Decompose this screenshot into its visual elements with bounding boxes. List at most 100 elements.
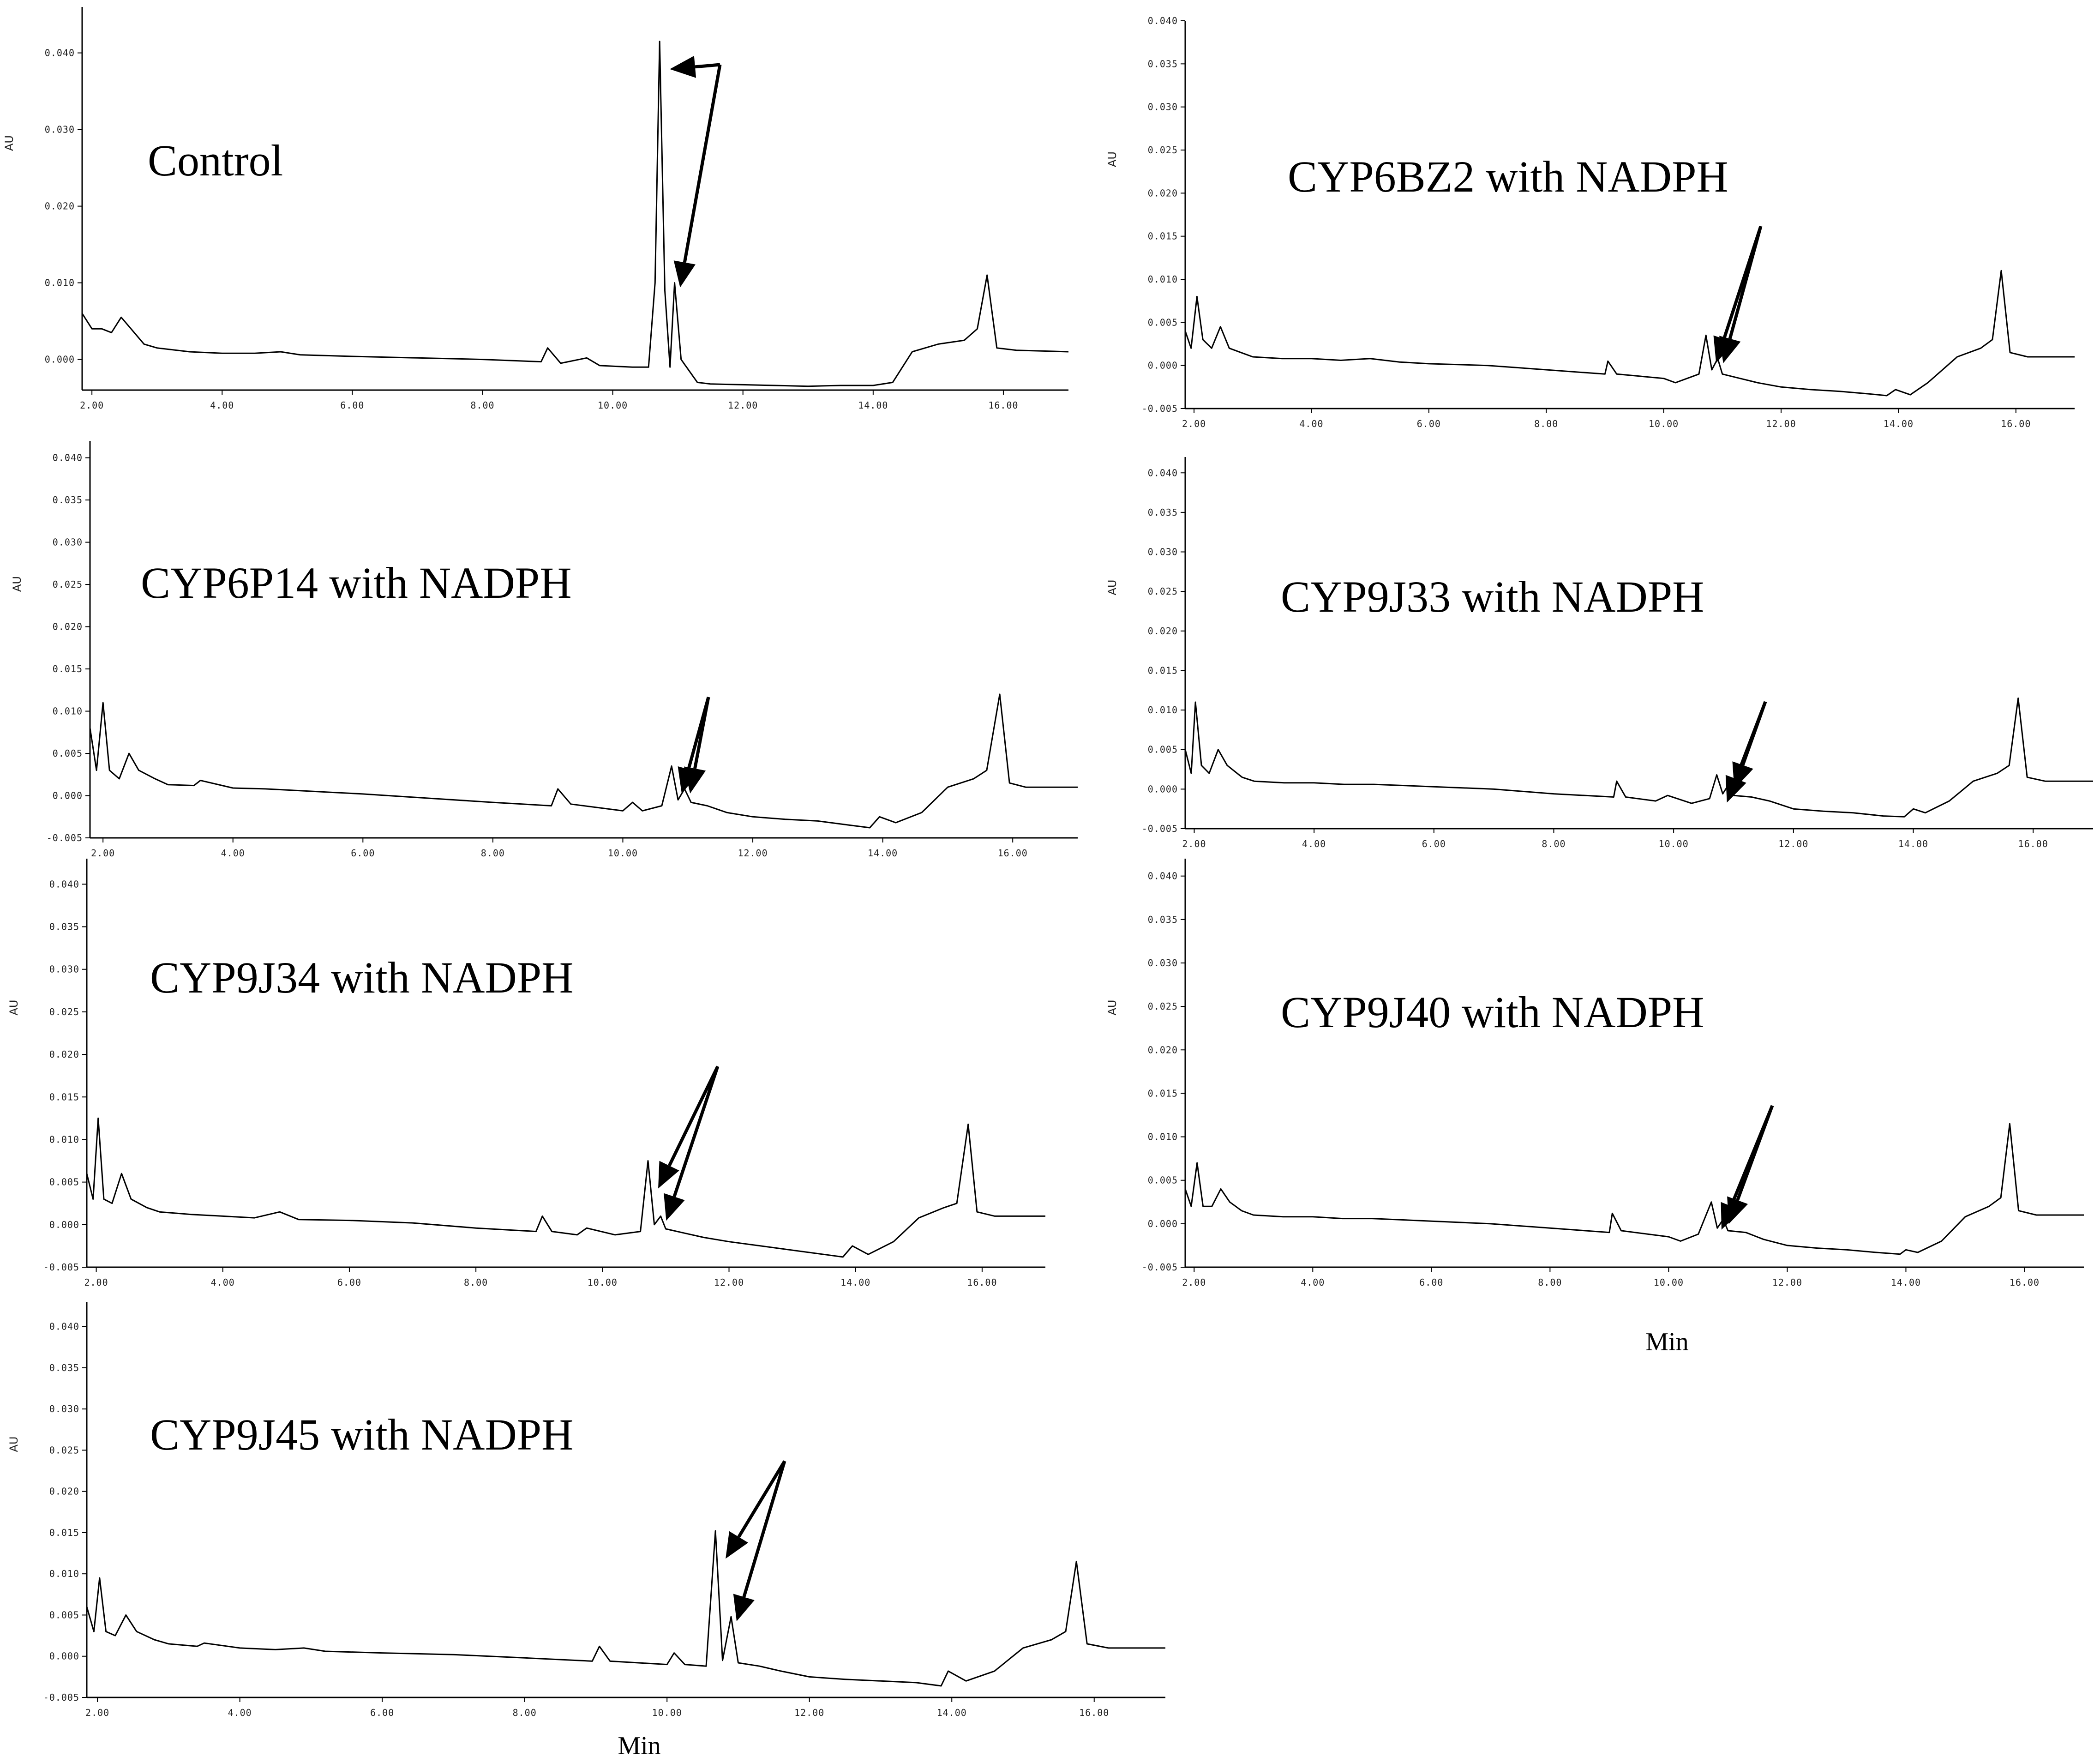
x-tick-label: 8.00 [481,848,505,859]
peak-arrow-shaft [695,63,720,69]
peak-arrow-head [673,260,696,288]
chromatogram-trace [86,1530,1165,1687]
x-tick-label: 10.00 [1654,1277,1684,1288]
x-tick-label: 12.00 [738,848,768,859]
chromatogram-trace [81,41,1069,387]
x-tick-label: 16.00 [2001,418,2031,429]
x-tick-label: 14.00 [868,848,898,859]
y-tick-label: -0.005 [43,1262,79,1273]
y-axis-label: AU [7,1437,20,1452]
x-tick-label: 8.00 [1534,418,1558,429]
y-tick-label: 0.015 [1148,231,1178,242]
y-tick-label: 0.020 [49,1486,79,1497]
y-tick-label: 0.025 [1148,586,1178,597]
y-tick-label: 0.040 [1148,15,1178,26]
panel-title: Control [148,136,283,185]
x-tick-label: 4.00 [1301,1277,1325,1288]
y-tick-label: -0.005 [47,832,83,843]
x-tick-label: 14.00 [1898,838,1928,849]
x-tick-label: 12.00 [1772,1277,1802,1288]
panel-title: CYP9J40 with NADPH [1281,987,1704,1037]
x-tick-label: 8.00 [470,400,494,411]
peak-arrow-head [726,1531,749,1559]
x-tick-label: 14.00 [937,1707,967,1718]
x-tick-label: 16.00 [2018,838,2048,849]
y-tick-label: 0.040 [53,452,83,463]
y-tick-label: 0.000 [1148,1218,1178,1229]
peak-arrow-shaft [683,64,722,263]
y-axis-label: AU [1106,1000,1119,1016]
peak-arrow-head [684,766,706,794]
y-tick-label: 0.005 [1148,317,1178,328]
y-tick-label: 0.000 [53,790,83,801]
peak-arrow-shaft [693,697,710,769]
y-tick-label: 0.020 [53,621,83,632]
y-tick-label: -0.005 [43,1692,79,1703]
y-tick-label: 0.010 [1148,1131,1178,1143]
x-tick-label: 2.00 [84,1277,108,1288]
chromatogram-panel-2: 2.00 4.00 6.00 8.00 10.00 12.00 14.00 16.00 -0.0… [1106,15,2075,429]
y-tick-label: 0.030 [45,124,75,135]
y-tick-label: 0.025 [1148,144,1178,156]
peak-arrow-shaft [672,1065,720,1197]
y-axis-label: AU [11,576,24,592]
y-tick-label: 0.035 [1148,914,1178,925]
x-tick-label: 2.00 [85,1707,109,1718]
chromatogram-panel-6: 2.00 4.00 6.00 8.00 10.00 12.00 14.00 16.00 -0.0… [1106,859,2084,1288]
y-tick-label: 0.040 [49,1321,79,1332]
peak-arrow-head [1725,775,1746,803]
y-tick-label: 0.020 [1148,626,1178,637]
y-tick-label: 0.020 [1148,187,1178,199]
y-tick-label: 0.035 [49,921,79,933]
x-tick-label: 6.00 [1419,1277,1443,1288]
x-tick-label: 16.00 [2010,1277,2040,1288]
y-tick-label: 0.030 [1148,102,1178,113]
y-tick-label: 0.035 [53,494,83,505]
y-tick-label: 0.010 [1148,704,1178,716]
peak-arrow-shaft [1741,701,1767,766]
y-axis-label: AU [7,1000,20,1016]
panel-title: CYP9J45 with NADPH [150,1410,573,1459]
x-tick-label: 12.00 [728,400,758,411]
peak-arrow-shaft [737,1460,786,1538]
x-tick-label: 12.00 [714,1277,744,1288]
chromatogram-trace [1184,697,2093,818]
y-tick-label: 0.030 [49,964,79,975]
y-tick-label: 0.020 [1148,1044,1178,1055]
y-tick-label: 0.040 [45,48,75,59]
y-tick-label: 0.015 [53,663,83,674]
x-tick-label: 6.00 [337,1277,361,1288]
y-tick-label: 0.000 [1148,783,1178,794]
x-tick-label: 16.00 [998,848,1028,859]
panel-title: CYP6BZ2 with NADPH [1288,152,1728,201]
y-tick-label: 0.020 [45,201,75,212]
y-tick-label: 0.035 [49,1362,79,1373]
y-axis-label: AU [1106,580,1119,596]
y-tick-label: 0.025 [53,579,83,590]
x-tick-label: 8.00 [1542,838,1566,849]
y-axis-label: AU [3,135,16,151]
x-tick-label: 2.00 [1182,1277,1206,1288]
panel-title: CYP9J34 with NADPH [150,953,573,1002]
y-tick-label: 0.010 [53,706,83,717]
peak-arrow-head [664,1193,685,1221]
x-tick-label: 12.00 [1778,838,1808,849]
chromatogram-panel-3: 2.00 4.00 6.00 8.00 10.00 12.00 14.00 16.00 -0.0… [11,441,1078,859]
chromatogram-panel-7: 2.00 4.00 6.00 8.00 10.00 12.00 14.00 16.00 -0.0… [7,1302,1165,1718]
chromatogram-trace [1184,1123,2084,1255]
x-tick-label: 10.00 [588,1277,618,1288]
x-tick-label: 16.00 [1079,1707,1109,1718]
y-tick-label: 0.030 [49,1403,79,1414]
peak-arrow-head [733,1594,755,1622]
panel-title: CYP9J33 with NADPH [1281,572,1704,621]
x-tick-label: 10.00 [1649,418,1679,429]
x-tick-label: 6.00 [351,848,375,859]
x-axis-label-right: Min [1645,1328,1688,1356]
y-tick-label: -0.005 [1142,1262,1178,1273]
x-tick-label: 4.00 [1302,838,1326,849]
chromatogram-trace [89,693,1078,829]
y-tick-label: 0.015 [1148,665,1178,676]
y-tick-label: 0.030 [53,537,83,548]
y-tick-label: 0.000 [1148,360,1178,371]
